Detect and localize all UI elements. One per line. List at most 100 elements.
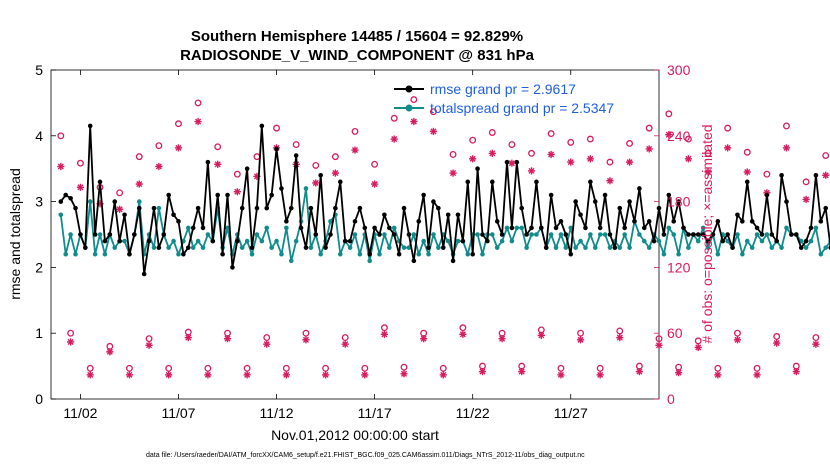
obs-possible-point — [655, 335, 663, 343]
rmse-point — [318, 172, 323, 178]
obs-assimilated-point — [361, 371, 369, 379]
totalspread-point — [637, 232, 642, 237]
totalspread-point — [431, 232, 436, 237]
obs-assimilated-point — [812, 340, 820, 348]
obs-assimilated-point — [645, 145, 653, 153]
obs-assimilated-point — [625, 158, 634, 166]
rmse-point — [112, 199, 118, 204]
obs-possible-point — [390, 114, 398, 122]
rmse-point — [686, 232, 691, 237]
totalspread-point — [475, 232, 480, 237]
rmse-point — [185, 245, 191, 250]
rmse-point — [740, 219, 745, 224]
obs-assimilated-point — [155, 162, 163, 171]
obs-assimilated-point — [86, 371, 94, 379]
rmse-point — [573, 199, 578, 204]
rmse-point — [445, 212, 451, 218]
rmse-point — [215, 192, 221, 198]
obs-assimilated-point — [184, 333, 192, 342]
x-tick-label: 11/07 — [161, 405, 195, 421]
left-y-tick-label: 3 — [35, 194, 43, 210]
totalspread-point — [514, 225, 520, 231]
rmse-point — [387, 225, 392, 231]
totalspread-point — [347, 245, 353, 250]
obs-possible-point — [400, 363, 408, 371]
obs-assimilated-point — [478, 367, 487, 376]
totalspread-point — [166, 245, 171, 250]
totalspread-point — [151, 245, 157, 250]
obs-possible-point — [773, 333, 781, 340]
legend-spread-marker — [405, 104, 413, 112]
rmse-point — [416, 219, 422, 224]
rmse-point — [264, 205, 270, 211]
rmse-point — [235, 238, 240, 244]
rmse-point — [141, 271, 147, 277]
totalspread-point — [686, 245, 691, 250]
rmse-point — [367, 251, 373, 257]
rmse-point — [431, 199, 436, 204]
totalspread-point — [318, 251, 323, 257]
rmse-point — [97, 179, 103, 185]
rmse-point — [156, 245, 162, 250]
obs-assimilated-point — [449, 169, 457, 177]
totalspread-point — [524, 245, 529, 250]
right-y-tick-label: 0 — [667, 391, 675, 407]
x-tick-label: 11/27 — [554, 405, 588, 421]
totalspread-point — [617, 245, 623, 250]
rmse-point — [92, 232, 98, 237]
obs-assimilated-point — [635, 367, 643, 376]
rmse-point — [818, 219, 824, 224]
left-y-tick-label: 5 — [35, 62, 43, 78]
rmse-point — [784, 199, 789, 204]
obs-possible-point — [596, 364, 604, 372]
totalspread-point — [735, 232, 740, 237]
rmse-point — [764, 192, 770, 198]
rmse-point — [347, 238, 353, 244]
totalspread-point — [68, 232, 73, 237]
totalspread-point — [328, 219, 333, 224]
obs-possible-point — [263, 334, 271, 342]
totalspread-point — [568, 225, 574, 231]
totalspread-point — [176, 251, 181, 257]
x-axis-ticks: 11/02 11/07 11/12 11/17 11/22 11/27 — [63, 70, 588, 421]
rmse-point — [122, 212, 127, 218]
totalspread-point — [740, 251, 745, 257]
totalspread-point — [426, 251, 431, 257]
obs-possible-point — [430, 108, 437, 116]
rmse-point — [749, 219, 755, 224]
obs-possible-point — [76, 159, 84, 167]
rmse-point — [146, 238, 152, 244]
rmse-point — [411, 258, 417, 264]
data-file-footnote: data file: /Users/raeder/DAI/ATM_forcXX/… — [146, 452, 585, 459]
rmse-point — [308, 205, 314, 211]
rmse-point — [651, 238, 657, 244]
obs-possible-point — [743, 148, 751, 156]
rmse-point — [259, 123, 265, 129]
obs-assimilated-point — [675, 369, 683, 377]
rmse-point — [646, 219, 652, 224]
obs-assimilated-point — [527, 167, 536, 175]
totalspread-point — [269, 245, 274, 250]
rmse-point — [171, 212, 176, 218]
totalspread-point — [695, 238, 701, 244]
rmse-point — [735, 212, 740, 218]
rmse-point — [279, 186, 284, 191]
rmse-point — [83, 245, 88, 250]
obs-assimilated-point — [331, 169, 339, 177]
totalspread-point — [661, 251, 667, 257]
obs-assimilated-point — [125, 371, 134, 379]
obs-possible-point — [547, 130, 555, 138]
obs-assimilated-point — [145, 341, 153, 349]
totalspread-point — [808, 238, 814, 244]
rmse-point — [176, 219, 181, 224]
rmse-point — [132, 232, 137, 237]
totalspread-point — [254, 232, 260, 237]
rmse-point — [303, 245, 309, 250]
rmse-point — [563, 232, 569, 237]
obs-possible-point — [488, 129, 496, 136]
rmse-point — [377, 232, 382, 237]
rmse-point — [63, 192, 69, 198]
totalspread-point — [382, 232, 387, 237]
obs-possible-point — [145, 335, 153, 343]
obs-possible-point — [439, 364, 447, 372]
